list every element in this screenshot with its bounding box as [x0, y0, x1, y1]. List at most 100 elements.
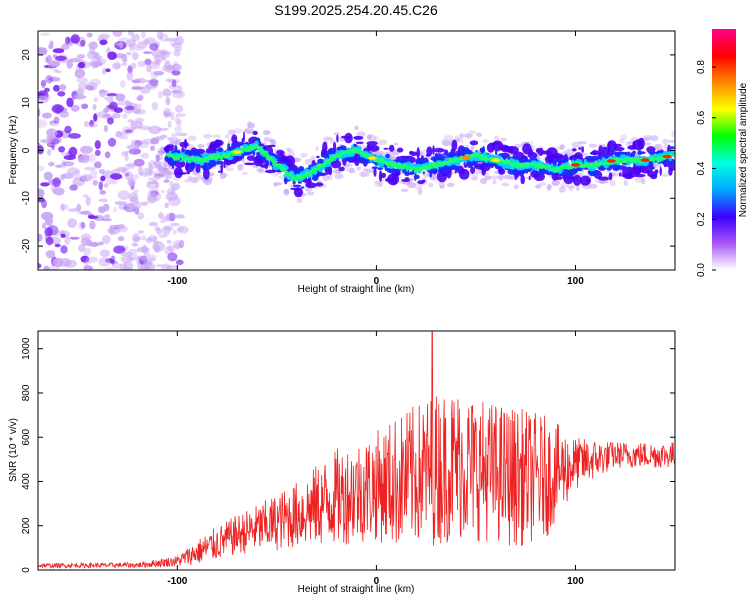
ridge-halo-blob: [667, 139, 675, 143]
ridge-blob: [172, 160, 176, 166]
noise-blob: [80, 145, 93, 154]
ridge-blob: [463, 160, 468, 168]
y-tick-label: 200: [21, 517, 32, 534]
noise-blob: [130, 120, 143, 129]
noise-blob: [175, 138, 182, 145]
noise-blob: [98, 33, 111, 39]
noise-blob: [38, 145, 44, 155]
ridge-halo-blob: [393, 142, 399, 146]
noise-blob: [127, 31, 135, 36]
noise-blob: [134, 142, 140, 149]
ridge-halo-blob: [566, 184, 576, 189]
ridge-halo-blob: [459, 139, 464, 144]
ridge-halo-blob: [671, 130, 675, 138]
noise-blob: [60, 203, 65, 212]
ridge-blob: [236, 142, 244, 146]
noise-blob: [104, 214, 111, 219]
ridge-halo-blob: [227, 129, 236, 135]
noise-blob: [43, 265, 50, 270]
noise-blob: [150, 70, 159, 79]
ridge-blob: [182, 149, 186, 152]
ridge-halo-blob: [641, 177, 646, 185]
noise-blob: [153, 160, 162, 166]
noise-blob: [98, 198, 109, 203]
ridge-blob: [490, 162, 494, 169]
ridge-blob: [527, 152, 538, 159]
noise-blob: [93, 97, 98, 102]
noise-blob: [121, 167, 127, 175]
ridge-blob: [373, 167, 377, 177]
ridge-blob: [628, 166, 632, 170]
noise-blob: [134, 45, 145, 51]
noise-blob: [147, 196, 159, 203]
ridge-halo-blob: [620, 134, 627, 141]
ridge-blob: [195, 162, 201, 173]
ridge-blob: [495, 149, 498, 156]
noise-blob: [110, 255, 115, 265]
x-tick-label: -100: [167, 576, 187, 587]
noise-blob: [80, 39, 86, 47]
ridge-blob: [602, 153, 611, 157]
ridge-halo-blob: [375, 180, 382, 188]
noise-blob: [174, 242, 181, 250]
ridge-blob: [385, 153, 390, 159]
ridge-halo-blob: [378, 180, 384, 188]
ridge-blob: [486, 154, 495, 157]
noise-blob: [122, 261, 134, 270]
y-tick-label: 10: [21, 97, 32, 109]
ridge-halo-blob: [438, 181, 446, 188]
noise-blob: [64, 125, 72, 134]
figure-title: S199.2025.254.20.45.C26: [274, 2, 438, 18]
ridge-blob: [330, 160, 342, 169]
ridge-blob: [666, 158, 675, 165]
noise-blob: [144, 37, 157, 45]
ridge-blob: [646, 146, 656, 154]
ridge-blob: [283, 179, 292, 182]
noise-blob: [69, 236, 80, 240]
ridge-blob: [246, 155, 256, 162]
ridge-halo-blob: [365, 173, 370, 177]
noise-blob: [41, 112, 52, 119]
noise-blob: [131, 51, 139, 61]
ridge-halo-blob: [498, 175, 504, 181]
ridge-blob: [265, 160, 270, 166]
ridge-halo-blob: [219, 172, 227, 179]
ridge-blob: [378, 167, 384, 170]
noise-blob: [101, 68, 107, 75]
noise-blob: [117, 225, 129, 233]
ridge-blob: [293, 187, 303, 198]
noise-blob: [49, 40, 54, 49]
noise-blob: [85, 256, 99, 263]
ridge-blob: [214, 139, 224, 147]
noise-blob: [172, 182, 181, 191]
noise-blob: [104, 96, 114, 101]
noise-blob: [141, 235, 146, 241]
ridge-blob: [292, 184, 302, 188]
noise-blob: [41, 79, 47, 83]
noise-blob: [114, 201, 128, 206]
noise-blob: [170, 222, 180, 227]
ridge-halo-blob: [470, 145, 475, 152]
y-tick-label: 20: [21, 49, 32, 61]
ridge-halo-blob: [378, 139, 388, 146]
noise-blob: [105, 68, 111, 73]
ridge-blob: [371, 166, 379, 170]
noise-blob: [141, 31, 146, 39]
ridge-blob: [624, 155, 630, 158]
noise-blob: [134, 103, 142, 109]
noise-blob: [146, 257, 157, 262]
noise-blob: [169, 180, 174, 189]
ridge-halo-blob: [171, 133, 179, 137]
ridge-halo-blob: [286, 147, 292, 152]
noise-blob: [38, 165, 45, 172]
noise-blob: [102, 116, 108, 120]
noise-blob: [53, 84, 60, 92]
noise-blob: [38, 263, 42, 269]
noise-blob: [165, 96, 171, 106]
noise-blob: [96, 111, 109, 119]
noise-blob: [158, 212, 164, 220]
noise-blob: [38, 108, 41, 118]
noise-blob: [120, 251, 133, 257]
ridge-halo-blob: [463, 133, 474, 138]
